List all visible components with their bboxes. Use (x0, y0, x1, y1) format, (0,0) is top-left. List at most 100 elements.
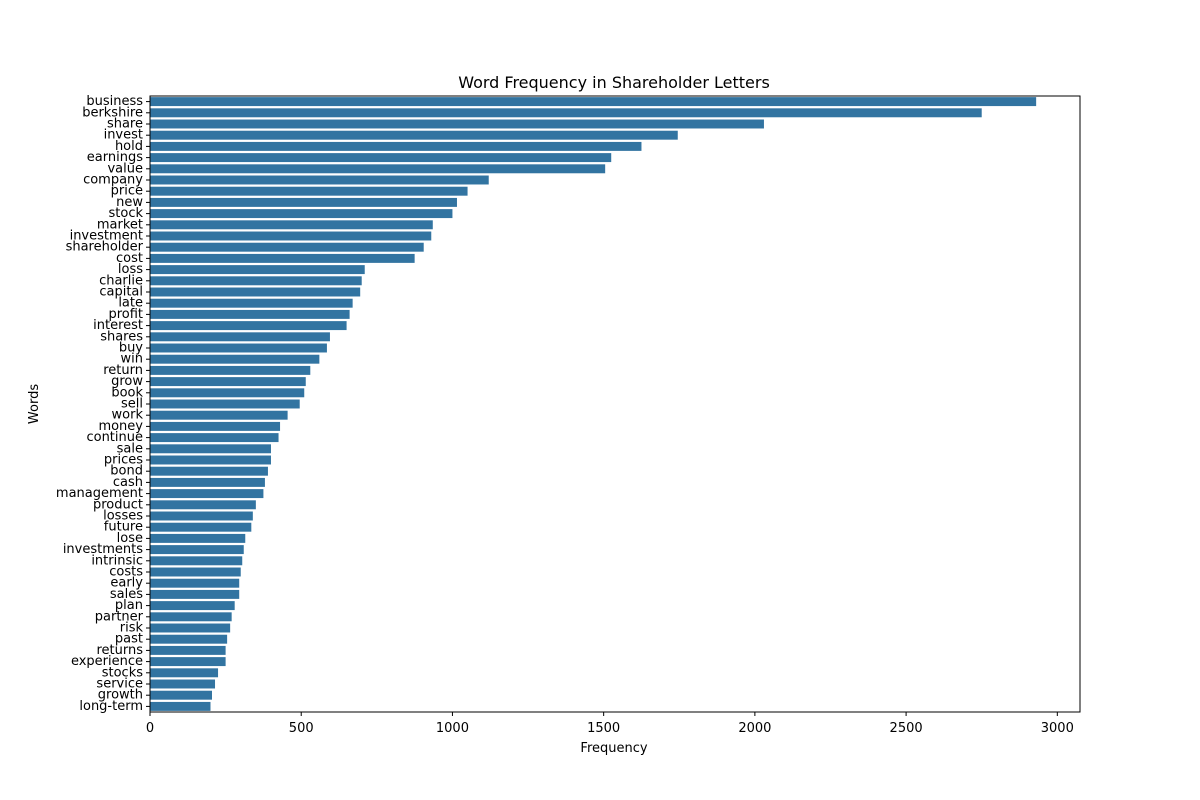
y-tick-label-money: money (98, 419, 143, 434)
bar-invest (150, 130, 678, 140)
bar-charlie (150, 276, 362, 286)
bar-business (150, 97, 1037, 107)
bar-win (150, 354, 320, 364)
y-tick-label-hold: hold (115, 139, 143, 154)
bar-sales (150, 589, 240, 599)
y-tick-label-return: return (103, 363, 143, 378)
bar-stock (150, 209, 453, 219)
y-tick-label-intrinsic: intrinsic (91, 553, 143, 568)
bar-bond (150, 466, 268, 476)
bar-early (150, 578, 240, 588)
y-tick-label-work: work (112, 408, 144, 423)
y-tick-label-sale: sale (117, 441, 143, 456)
x-tick-label-3000: 3000 (1041, 721, 1074, 736)
y-tick-label-future: future (104, 520, 143, 535)
y-tick-label-invest: invest (104, 128, 143, 143)
y-tick-label-win: win (121, 352, 143, 367)
x-tick-label-0: 0 (146, 721, 154, 736)
y-tick-label-company: company (83, 173, 143, 188)
y-tick-label-investments: investments (63, 542, 143, 557)
x-tick-label-500: 500 (289, 721, 314, 736)
x-axis-ticks: 0 500 1000 1500 2000 2500 3000 (146, 712, 1074, 736)
bar-capital (150, 287, 361, 297)
x-tick-label-1500: 1500 (587, 721, 620, 736)
bar-long-term (150, 701, 211, 711)
bar-future (150, 522, 252, 532)
bar-company (150, 175, 489, 185)
bar-sell (150, 399, 300, 409)
y-tick-label-lose: lose (117, 531, 143, 546)
bar-management (150, 489, 264, 499)
y-tick-label-losses: losses (103, 509, 143, 524)
y-tick-label-service: service (96, 677, 143, 692)
y-tick-label-shares: shares (100, 329, 143, 344)
bar-risk (150, 623, 231, 633)
y-tick-label-costs: costs (109, 565, 143, 580)
bar-prices (150, 455, 271, 465)
y-tick-label-profit: profit (108, 307, 143, 322)
bar-return (150, 365, 311, 375)
y-tick-label-stocks: stocks (102, 665, 143, 680)
bar-past (150, 634, 228, 644)
bar-plan (150, 601, 235, 611)
y-tick-label-growth: growth (98, 688, 143, 703)
y-tick-label-share: share (107, 117, 143, 132)
bar-costs (150, 567, 241, 577)
y-tick-label-risk: risk (120, 621, 144, 636)
bar-product (150, 500, 256, 510)
y-tick-label-loss: loss (118, 262, 143, 277)
bar-late (150, 298, 353, 308)
bar-service (150, 679, 216, 689)
y-tick-label-interest: interest (93, 318, 143, 333)
bar-continue (150, 433, 279, 443)
bar-losses (150, 511, 253, 521)
y-tick-label-charlie: charlie (99, 273, 143, 288)
bar-price (150, 186, 468, 196)
x-tick-label-1000: 1000 (436, 721, 469, 736)
bar-market (150, 220, 433, 230)
plot-frame (149, 95, 1081, 713)
x-tick-label-2000: 2000 (738, 721, 771, 736)
bar-hold (150, 141, 642, 151)
bar-investments (150, 545, 244, 555)
y-tick-label-cost: cost (116, 251, 143, 266)
bar-cash (150, 477, 265, 487)
bar-returns (150, 645, 226, 655)
bar-stocks (150, 668, 219, 678)
bar-buy (150, 343, 327, 353)
y-tick-label-business: business (86, 94, 143, 109)
y-tick-label-grow: grow (111, 374, 143, 389)
bar-partner (150, 612, 232, 622)
bar-shareholder (150, 242, 424, 252)
y-tick-label-returns: returns (96, 643, 143, 658)
bar-loss (150, 265, 365, 275)
bar-intrinsic (150, 556, 243, 566)
y-tick-label-value: value (107, 161, 143, 176)
y-tick-label-past: past (115, 632, 143, 647)
y-tick-label-sell: sell (121, 397, 143, 412)
y-tick-label-bond: bond (110, 464, 143, 479)
bar-new (150, 197, 457, 207)
bar-profit (150, 309, 350, 319)
x-axis-title: Frequency (580, 741, 647, 756)
bar-sale (150, 444, 271, 454)
y-tick-label-plan: plan (115, 598, 143, 613)
bar-lose (150, 533, 246, 543)
x-tick-label-2500: 2500 (890, 721, 923, 736)
y-tick-label-product: product (93, 497, 143, 512)
y-tick-label-book: book (111, 385, 143, 400)
bar-money (150, 421, 281, 431)
bar-work (150, 410, 288, 420)
y-axis-ticks: businessberkshireshareinvestholdearnings… (56, 94, 150, 714)
y-tick-label-buy: buy (119, 341, 143, 356)
y-tick-label-late: late (118, 296, 143, 311)
y-tick-label-early: early (110, 576, 143, 591)
y-tick-label-prices: prices (104, 453, 143, 468)
y-tick-label-investment: investment (70, 229, 143, 244)
y-tick-label-capital: capital (99, 285, 143, 300)
bar-berkshire (150, 108, 982, 118)
bar-growth (150, 690, 212, 700)
bar-value (150, 164, 606, 174)
y-tick-label-earnings: earnings (87, 150, 143, 165)
